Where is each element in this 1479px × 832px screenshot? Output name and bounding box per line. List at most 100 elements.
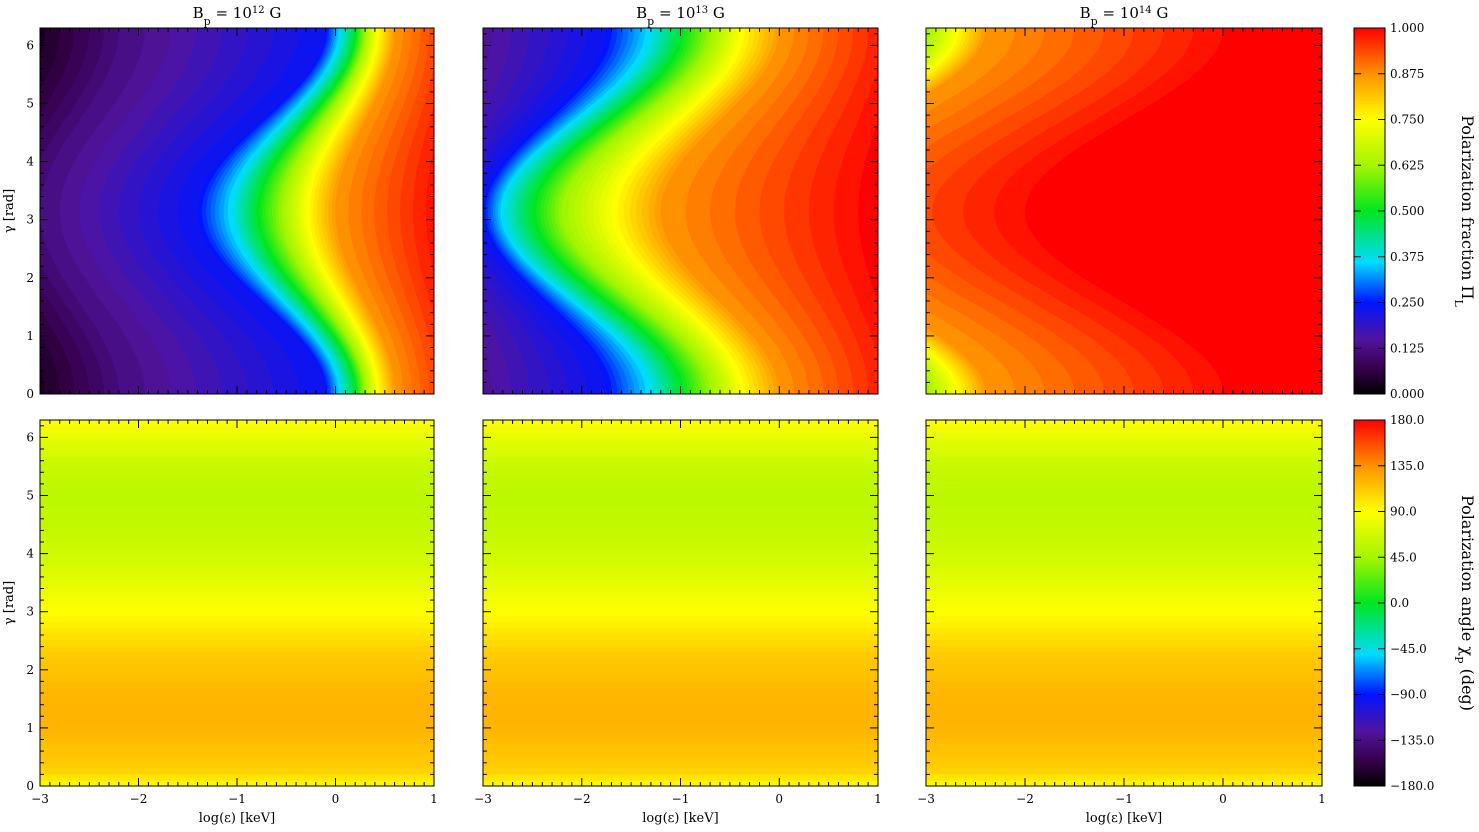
angle-band (40, 444, 434, 452)
contour-band (1025, 28, 1322, 394)
colorbar-tick-label: 0.625 (1390, 158, 1424, 172)
angle-band (926, 749, 1322, 757)
colorbar-tick-label: 0.125 (1390, 341, 1424, 355)
angle-band (926, 438, 1322, 446)
angle-band (40, 468, 434, 476)
angle-band (926, 487, 1322, 494)
panel-frame (39, 27, 435, 395)
x-tick-label: −1 (1115, 792, 1133, 806)
angle-band (483, 548, 878, 555)
angle-band (926, 725, 1322, 732)
angle-band (40, 633, 434, 641)
angle-band (40, 493, 434, 501)
heatmap-panel (926, 28, 1322, 394)
angle-band (483, 664, 878, 671)
x-tick-label: −1 (672, 792, 690, 806)
angle-band (926, 700, 1322, 708)
angle-band (926, 633, 1322, 641)
angle-band (40, 474, 434, 482)
angle-band (926, 578, 1322, 586)
y-tick-label: 2 (26, 663, 34, 677)
angle-band (40, 731, 434, 738)
angle-band (40, 584, 434, 592)
angle-band (40, 767, 434, 775)
angle-band (926, 615, 1322, 623)
angle-band (483, 499, 878, 507)
angle-band (483, 456, 878, 464)
angle-band (926, 566, 1322, 574)
angle-band (926, 523, 1322, 531)
angle-band (40, 651, 434, 659)
angle-band (483, 426, 878, 433)
angle-band (483, 712, 878, 720)
angle-band (483, 755, 878, 763)
angle-band (40, 517, 434, 525)
angle-band (483, 609, 878, 616)
y-tick-label: 4 (26, 155, 34, 169)
angle-band (926, 688, 1322, 696)
angle-band (926, 444, 1322, 452)
x-axis-title: log(ε) [keV] (1086, 811, 1162, 826)
angle-band (926, 505, 1322, 513)
x-tick-label: −2 (130, 792, 148, 806)
angle-band (926, 657, 1322, 665)
angle-band (926, 554, 1322, 562)
angle-band (40, 596, 434, 604)
colorbar-title: Polarization angle χP (deg) (1453, 495, 1478, 711)
x-tick-label: −3 (917, 792, 935, 806)
angle-band (483, 603, 878, 610)
angle-band (40, 523, 434, 531)
angle-band (926, 621, 1322, 629)
angle-band (40, 688, 434, 696)
heatmap-panels (39, 27, 1323, 787)
angle-band (40, 535, 434, 543)
angle-band (40, 718, 434, 726)
angle-band (40, 694, 434, 702)
angle-band (926, 535, 1322, 543)
angle-band (926, 694, 1322, 702)
angle-band (483, 542, 878, 549)
y-tick-label: 4 (26, 547, 34, 561)
angle-band (40, 560, 434, 568)
colorbar-tick-label: 0.375 (1390, 250, 1424, 264)
angle-band (483, 773, 878, 781)
angle-band (926, 481, 1322, 488)
angle-band (40, 578, 434, 586)
angle-band (40, 639, 434, 647)
x-tick-label: 0 (1219, 792, 1227, 806)
colorbar-tick-label: −135.0 (1390, 733, 1434, 747)
colorbar-tick-label: −45.0 (1390, 642, 1427, 656)
angle-band (926, 474, 1322, 482)
angle-band (483, 432, 878, 440)
angle-band (926, 651, 1322, 659)
colorbar-tick-label: 90.0 (1390, 505, 1417, 519)
angle-band (40, 743, 434, 751)
contour-band (413, 104, 434, 318)
angle-band (483, 462, 878, 470)
angle-band (483, 554, 878, 562)
angle-band (483, 639, 878, 647)
heatmap-panel (926, 420, 1322, 786)
heatmap-panel (40, 420, 434, 786)
angle-band (40, 529, 434, 537)
angle-band (483, 444, 878, 452)
colorbar-tick-label: 0.750 (1390, 113, 1424, 127)
angle-band (483, 481, 878, 488)
x-tick-label: 1 (430, 792, 438, 806)
angle-band (483, 694, 878, 702)
y-tick-label: 1 (26, 329, 34, 343)
angle-band (40, 700, 434, 708)
column-titles: Bp = 1012 G Bp = 1013 G Bp = 1014 G (193, 4, 1169, 28)
panel-frame (925, 27, 1323, 395)
angle-band (40, 682, 434, 690)
angle-band (926, 712, 1322, 720)
x-tick-label: 1 (874, 792, 882, 806)
panel-frame (482, 419, 879, 787)
y-tick-label: 0 (26, 387, 34, 401)
angle-band (40, 621, 434, 629)
angle-band (926, 676, 1322, 684)
colorbar-tick-label: 0.0 (1390, 596, 1409, 610)
angle-band (483, 737, 878, 745)
angle-band (40, 712, 434, 720)
angle-band (926, 590, 1322, 598)
